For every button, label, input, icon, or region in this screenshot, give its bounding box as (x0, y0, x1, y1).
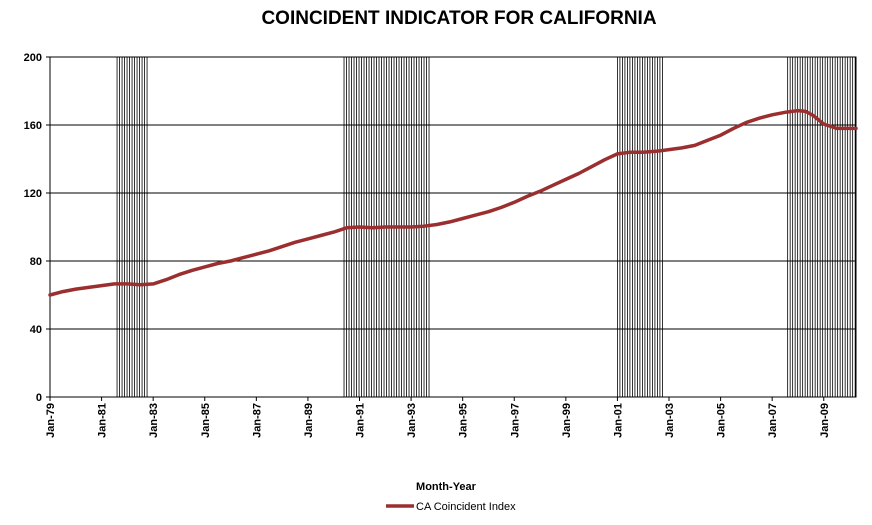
chart-title: COINCIDENT INDICATOR FOR CALIFORNIA (261, 8, 657, 29)
legend-label: CA Coincident Index (416, 501, 516, 513)
series-layer (48, 108, 858, 297)
y-tick-label: 80 (30, 256, 42, 268)
x-tick-label: Jan-87 (251, 403, 263, 438)
y-tick-label: 0 (36, 392, 42, 404)
recession-bands (116, 57, 856, 397)
x-tick-label: Jan-93 (406, 403, 418, 438)
x-tick-label: Jan-81 (97, 403, 109, 438)
x-tick-label: Jan-79 (45, 403, 57, 438)
y-tick-label: 160 (24, 120, 42, 132)
x-tick-label: Jan-85 (200, 403, 212, 438)
recession-band (787, 57, 856, 397)
x-tick-label: Jan-99 (561, 403, 573, 438)
x-tick-label: Jan-95 (458, 403, 470, 438)
y-tick-label: 40 (30, 324, 42, 336)
x-tick-label: Jan-97 (509, 403, 521, 438)
x-tick-label: Jan-83 (148, 403, 160, 438)
legend: CA Coincident Index (386, 501, 516, 513)
x-tick-label: Jan-01 (612, 403, 624, 438)
x-tick-label: Jan-09 (819, 403, 831, 438)
y-axis-ticks: 0 40 80 120 160 200 (24, 52, 50, 404)
x-axis-ticks: Jan-79 Jan-81 Jan-83 Jan-85 Jan-87 Jan-89 Jan-… (45, 397, 831, 438)
plot-frame (49, 56, 857, 398)
y-tick-label: 200 (24, 52, 42, 64)
x-axis-title: Month-Year (416, 481, 477, 493)
y-tick-label: 120 (24, 188, 42, 200)
series-line (48, 108, 858, 297)
x-tick-label: Jan-05 (716, 403, 728, 438)
x-tick-label: Jan-91 (355, 403, 367, 438)
x-tick-label: Jan-03 (664, 403, 676, 438)
gridlines (50, 56, 856, 398)
recession-band (617, 57, 664, 397)
x-tick-label: Jan-07 (767, 403, 779, 438)
x-tick-label: Jan-89 (303, 403, 315, 438)
